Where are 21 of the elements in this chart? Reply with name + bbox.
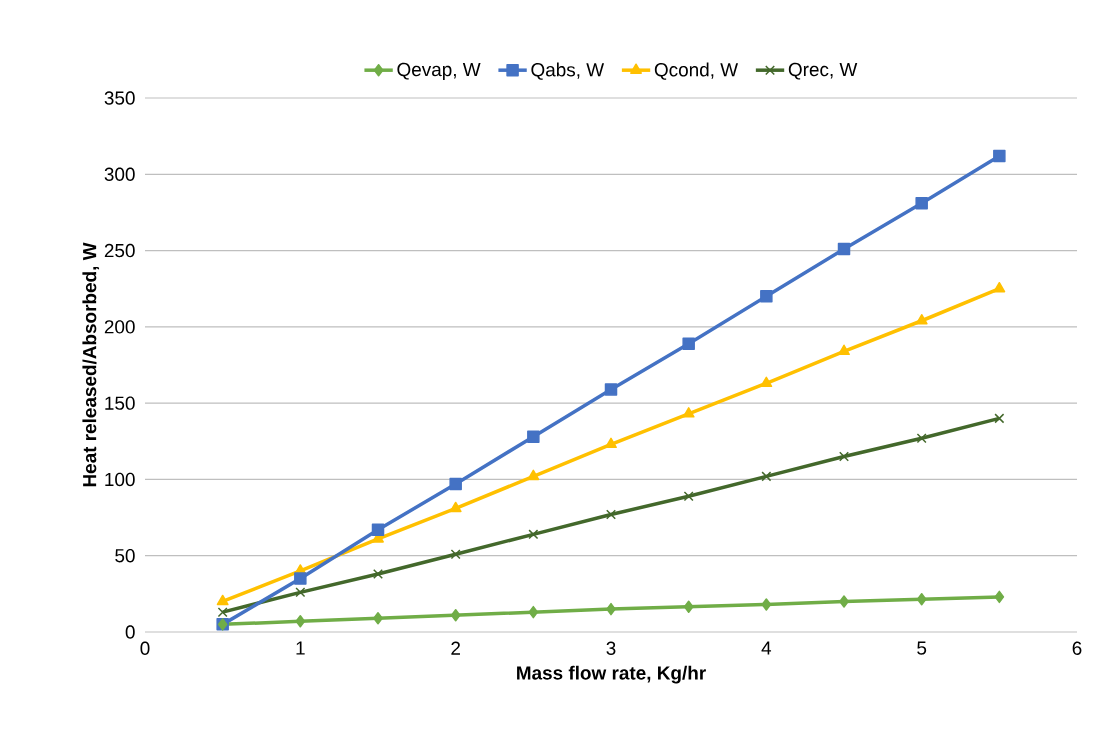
x-tick-label: 5 xyxy=(917,641,927,655)
legend-label: Qcond, W xyxy=(654,62,739,80)
y-tick-label: 350 xyxy=(104,91,135,105)
x-tick-label: 2 xyxy=(451,641,460,655)
x-tick-label: 1 xyxy=(296,641,305,655)
y-tick-label: 0 xyxy=(125,625,135,639)
y-axis-title: Heat released/Absorbed, W xyxy=(82,242,100,487)
legend-label: Qrec, W xyxy=(788,62,858,80)
y-tick-label: 300 xyxy=(104,167,135,181)
y-tick-label: 250 xyxy=(104,243,135,258)
y-tick-label: 150 xyxy=(105,396,135,410)
x-axis-title: Mass flow rate, Kg/hr xyxy=(517,665,706,684)
y-tick-label: 100 xyxy=(105,472,135,487)
y-tick-label: 50 xyxy=(115,549,135,563)
x-tick-label: 6 xyxy=(1072,641,1082,655)
x-tick-label: 4 xyxy=(761,641,772,655)
legend-label: Qabs, W xyxy=(531,62,605,80)
x-tick-label: 0 xyxy=(140,641,150,655)
legend-label: Qevap, W xyxy=(397,62,481,80)
y-tick-label: 200 xyxy=(104,320,135,334)
x-tick-label: 3 xyxy=(606,641,616,655)
